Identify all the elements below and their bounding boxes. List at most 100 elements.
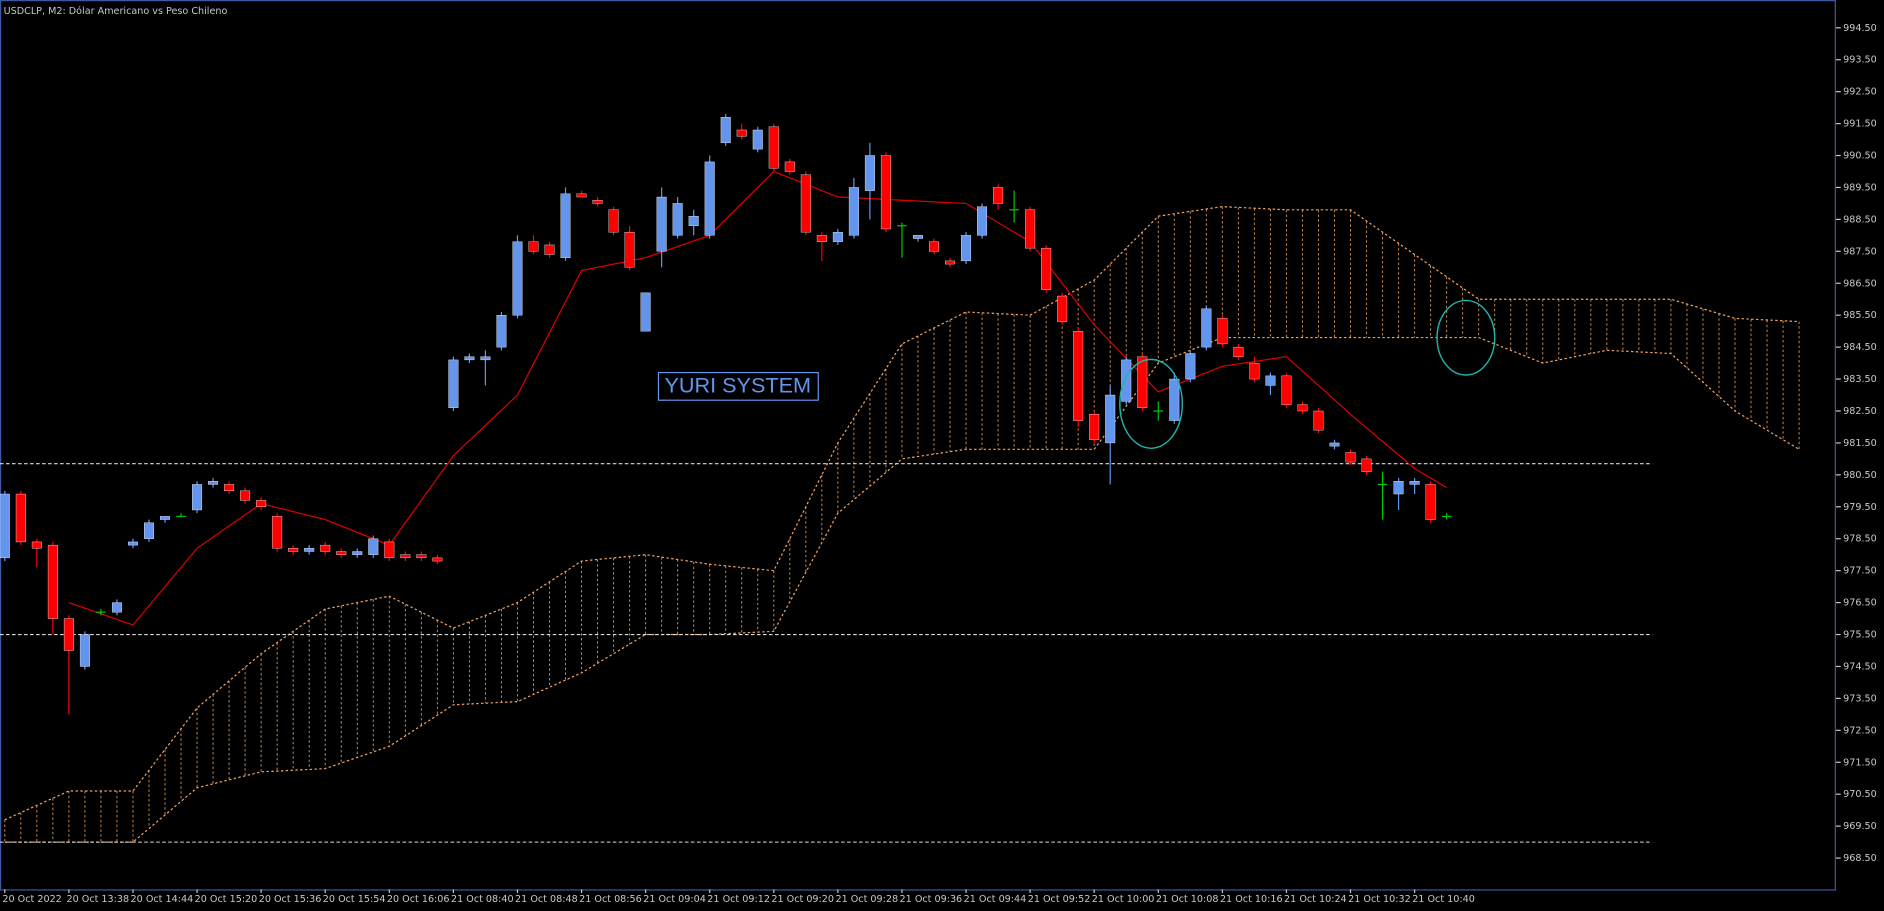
x-tick-label: 20 Oct 15:36 bbox=[259, 894, 322, 905]
kijun-line bbox=[68, 170, 1447, 626]
candle-body bbox=[768, 126, 779, 169]
y-tick-label: 984.50 bbox=[1843, 342, 1877, 353]
candle-body bbox=[0, 493, 10, 559]
y-tick-label: 980.50 bbox=[1843, 470, 1877, 481]
x-tick-label: 21 Oct 08:40 bbox=[451, 894, 514, 905]
cloud-span-a bbox=[4, 206, 1800, 821]
candle-body bbox=[1025, 209, 1036, 249]
y-tick-label: 990.50 bbox=[1843, 151, 1877, 162]
candle-body bbox=[1233, 346, 1244, 357]
y-tick-label: 978.50 bbox=[1843, 534, 1877, 545]
x-tick-label: 21 Oct 09:12 bbox=[707, 894, 770, 905]
y-tick-label: 972.50 bbox=[1843, 725, 1877, 736]
candle-body bbox=[47, 544, 58, 619]
candle-body bbox=[111, 602, 122, 613]
y-tick-label: 988.50 bbox=[1843, 214, 1877, 225]
candle-body bbox=[688, 216, 699, 226]
x-tick-label: 21 Oct 09:44 bbox=[964, 894, 1027, 905]
y-tick-label: 991.50 bbox=[1843, 119, 1877, 130]
candle-body bbox=[368, 538, 379, 555]
candle-body bbox=[1361, 458, 1372, 472]
x-tick-label: 21 Oct 09:20 bbox=[771, 894, 834, 905]
candle-body bbox=[816, 235, 827, 242]
candle-body bbox=[1073, 330, 1084, 421]
candle-body bbox=[1249, 362, 1260, 380]
candle-body bbox=[784, 161, 795, 172]
x-tick-label: 20 Oct 16:06 bbox=[387, 894, 450, 905]
candle-body bbox=[832, 231, 843, 242]
x-tick-label: 21 Oct 09:28 bbox=[835, 894, 898, 905]
candle-body bbox=[945, 260, 955, 265]
candle-body bbox=[977, 206, 988, 236]
candle-body bbox=[31, 541, 42, 549]
candle-body bbox=[912, 235, 923, 239]
annotation: YURI SYSTEM bbox=[664, 373, 811, 398]
y-tick-label: 968.50 bbox=[1843, 853, 1877, 864]
candle-body bbox=[800, 174, 811, 233]
candle-body bbox=[1057, 295, 1068, 322]
x-tick-label: 21 Oct 10:16 bbox=[1220, 894, 1283, 905]
x-tick-label: 20 Oct 15:20 bbox=[195, 894, 258, 905]
y-tick-label: 992.50 bbox=[1843, 87, 1877, 98]
candle-body bbox=[400, 554, 411, 559]
candle-body bbox=[256, 500, 267, 507]
x-tick-label: 21 Oct 10:40 bbox=[1412, 894, 1475, 905]
candle-body bbox=[512, 241, 523, 316]
candle-body bbox=[208, 481, 219, 485]
candle-body bbox=[144, 522, 154, 539]
x-tick-label: 20 Oct 13:38 bbox=[66, 894, 129, 905]
candle-body bbox=[624, 231, 635, 268]
candle-body bbox=[1313, 410, 1324, 431]
candle-body bbox=[576, 193, 587, 198]
candle-body bbox=[496, 315, 507, 348]
candle-body bbox=[880, 155, 891, 230]
candle-body bbox=[1041, 247, 1052, 290]
y-tick-label: 975.50 bbox=[1843, 630, 1877, 641]
candle-body bbox=[672, 203, 683, 236]
y-tick-label: 983.50 bbox=[1843, 374, 1877, 385]
candle-body bbox=[720, 117, 731, 143]
y-tick-label: 993.50 bbox=[1843, 55, 1877, 66]
y-tick-label: 976.50 bbox=[1843, 598, 1877, 609]
candle-body bbox=[79, 634, 90, 667]
chart-title: USDCLP, M2: Dólar Americano vs Peso Chil… bbox=[4, 5, 228, 17]
candle-body bbox=[448, 359, 459, 408]
candle-body bbox=[1345, 452, 1356, 463]
candle-body bbox=[560, 193, 571, 258]
x-tick-label: 21 Oct 10:08 bbox=[1156, 894, 1219, 905]
y-tick-label: 994.50 bbox=[1843, 23, 1877, 34]
x-tick-label: 21 Oct 08:48 bbox=[515, 894, 578, 905]
x-tick-label: 21 Oct 09:04 bbox=[643, 894, 706, 905]
candle-body bbox=[736, 129, 747, 137]
candle-body bbox=[1393, 481, 1404, 495]
candle-body bbox=[752, 129, 763, 150]
y-tick-label: 974.50 bbox=[1843, 661, 1877, 672]
annotation-box bbox=[657, 371, 819, 401]
candle-body bbox=[544, 244, 555, 255]
candle-body bbox=[464, 356, 475, 361]
y-tick-label: 969.50 bbox=[1843, 821, 1877, 832]
candle-body bbox=[704, 161, 715, 236]
candle-body bbox=[608, 209, 619, 233]
candle-body bbox=[1121, 359, 1132, 402]
candle-body bbox=[1217, 318, 1228, 345]
candle-body bbox=[1089, 414, 1100, 440]
highlight-ellipse bbox=[1436, 299, 1496, 376]
y-tick-label: 977.50 bbox=[1843, 566, 1877, 577]
y-tick-label: 982.50 bbox=[1843, 406, 1877, 417]
candle-body bbox=[160, 516, 170, 520]
candle-body bbox=[272, 516, 283, 549]
candle-body bbox=[1329, 442, 1340, 447]
y-tick-label: 989.50 bbox=[1843, 182, 1877, 193]
x-tick-label: 21 Oct 10:24 bbox=[1284, 894, 1347, 905]
candle-body bbox=[416, 554, 427, 559]
candle-body bbox=[320, 544, 331, 552]
candle-body bbox=[1409, 481, 1420, 485]
candle-body bbox=[224, 484, 235, 492]
y-tick-label: 970.50 bbox=[1843, 789, 1877, 800]
candle-body bbox=[1169, 378, 1180, 421]
x-tick-label: 20 Oct 14:44 bbox=[131, 894, 194, 905]
x-tick-label: 21 Oct 09:52 bbox=[1028, 894, 1091, 905]
x-tick-label: 20 Oct 15:54 bbox=[323, 894, 386, 905]
